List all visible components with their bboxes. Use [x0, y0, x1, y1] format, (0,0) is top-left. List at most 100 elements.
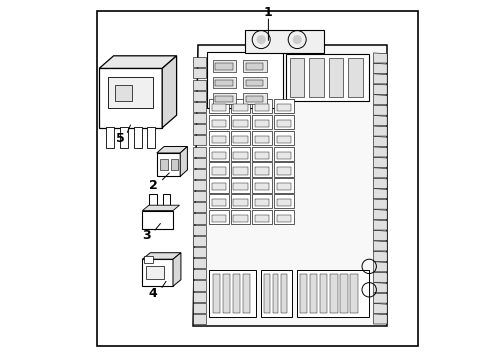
- Polygon shape: [193, 213, 206, 224]
- Bar: [134, 127, 142, 148]
- Bar: [252, 210, 272, 224]
- Polygon shape: [193, 236, 206, 246]
- Text: 5: 5: [117, 132, 125, 145]
- Polygon shape: [373, 126, 387, 136]
- Polygon shape: [373, 241, 387, 251]
- Polygon shape: [373, 178, 387, 188]
- Bar: [329, 58, 343, 97]
- Bar: [171, 159, 178, 170]
- Bar: [147, 127, 155, 148]
- Text: 2: 2: [149, 179, 158, 192]
- Text: 1: 1: [264, 6, 273, 19]
- Polygon shape: [193, 80, 206, 90]
- Polygon shape: [143, 259, 173, 286]
- Polygon shape: [193, 202, 206, 212]
- Polygon shape: [373, 210, 387, 220]
- Bar: [264, 274, 270, 313]
- Bar: [213, 60, 236, 72]
- Bar: [209, 162, 229, 177]
- Polygon shape: [193, 180, 206, 190]
- Bar: [209, 99, 229, 113]
- Polygon shape: [373, 283, 387, 293]
- Bar: [255, 104, 269, 111]
- Bar: [209, 270, 256, 317]
- Polygon shape: [162, 56, 176, 128]
- Bar: [255, 215, 269, 222]
- Bar: [350, 274, 358, 313]
- Bar: [274, 194, 294, 208]
- Bar: [255, 120, 269, 127]
- Bar: [277, 167, 291, 175]
- Bar: [252, 131, 272, 145]
- Bar: [231, 162, 250, 177]
- Bar: [231, 194, 250, 208]
- Polygon shape: [180, 147, 187, 176]
- Bar: [277, 183, 291, 190]
- Polygon shape: [193, 280, 206, 291]
- Bar: [277, 199, 291, 206]
- Bar: [277, 152, 291, 159]
- Bar: [108, 77, 153, 108]
- Polygon shape: [373, 116, 387, 126]
- Bar: [231, 99, 250, 113]
- Bar: [209, 194, 229, 208]
- Polygon shape: [193, 314, 206, 324]
- Bar: [255, 183, 269, 190]
- Bar: [246, 80, 263, 86]
- Polygon shape: [373, 136, 387, 147]
- Polygon shape: [193, 113, 206, 123]
- Bar: [277, 136, 291, 143]
- Polygon shape: [193, 45, 387, 326]
- Polygon shape: [373, 272, 387, 282]
- Bar: [212, 215, 226, 222]
- Bar: [252, 115, 272, 129]
- Bar: [252, 194, 272, 208]
- Polygon shape: [373, 74, 387, 84]
- Bar: [255, 136, 269, 143]
- Bar: [233, 104, 247, 111]
- Polygon shape: [373, 220, 387, 230]
- Bar: [209, 210, 229, 224]
- Polygon shape: [193, 102, 206, 112]
- Polygon shape: [193, 191, 206, 201]
- Polygon shape: [373, 251, 387, 261]
- Bar: [98, 11, 418, 346]
- Bar: [231, 178, 250, 193]
- Text: 3: 3: [142, 229, 150, 242]
- Bar: [348, 58, 363, 97]
- Circle shape: [257, 35, 266, 44]
- Polygon shape: [193, 247, 206, 257]
- Bar: [231, 147, 250, 161]
- Bar: [255, 167, 269, 175]
- Polygon shape: [99, 68, 162, 128]
- Bar: [233, 152, 247, 159]
- Polygon shape: [193, 292, 206, 302]
- Bar: [120, 127, 128, 148]
- Bar: [290, 58, 304, 97]
- Bar: [281, 274, 287, 313]
- Bar: [261, 270, 292, 317]
- Bar: [212, 120, 226, 127]
- Bar: [216, 96, 233, 102]
- Bar: [213, 93, 236, 104]
- Bar: [274, 115, 294, 129]
- Bar: [212, 167, 226, 175]
- Bar: [274, 162, 294, 177]
- Bar: [212, 199, 226, 206]
- Bar: [341, 274, 347, 313]
- Polygon shape: [373, 168, 387, 178]
- Polygon shape: [373, 95, 387, 105]
- Bar: [207, 52, 283, 108]
- Bar: [310, 274, 318, 313]
- Polygon shape: [157, 147, 187, 153]
- Polygon shape: [193, 258, 206, 268]
- Bar: [160, 159, 168, 170]
- Polygon shape: [193, 303, 206, 313]
- Bar: [274, 131, 294, 145]
- Bar: [149, 194, 157, 211]
- Polygon shape: [373, 157, 387, 167]
- Bar: [255, 199, 269, 206]
- Polygon shape: [373, 303, 387, 314]
- Bar: [330, 274, 338, 313]
- Bar: [246, 63, 263, 70]
